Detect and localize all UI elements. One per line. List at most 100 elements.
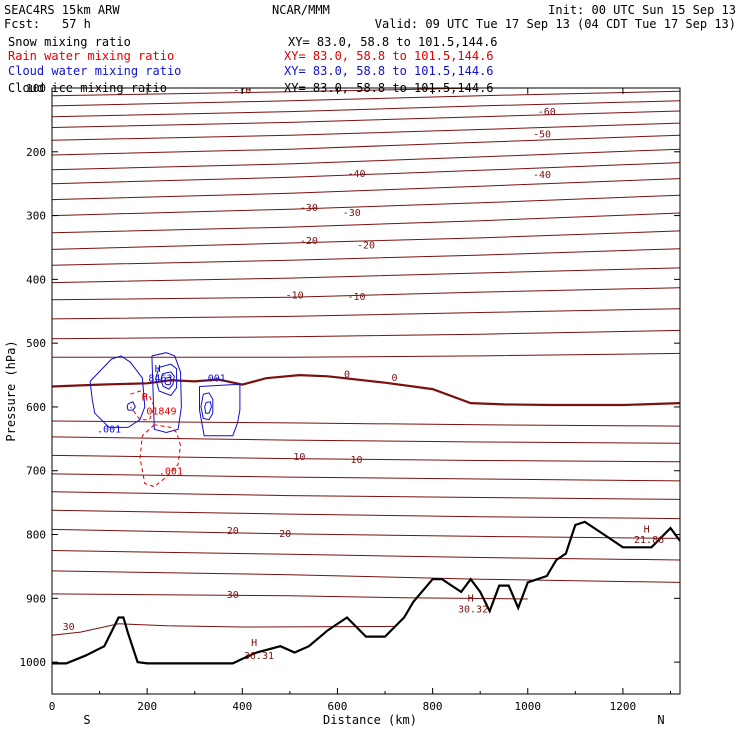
isotherm-label-14: -10 [286, 290, 304, 301]
cloud-water-contour-1 [151, 352, 182, 434]
x-tick-label-4: 800 [423, 700, 443, 713]
end-label-north: N [657, 713, 664, 727]
isotherm-label-3: -60 [538, 107, 556, 118]
annotation-6: .001 [159, 467, 183, 478]
x-tick-label-3: 600 [328, 700, 348, 713]
annotation-0: H [155, 364, 161, 375]
isotherm-line-11 [52, 230, 680, 250]
x-tick-label-6: 1200 [610, 700, 637, 713]
isotherm-line-25 [52, 550, 680, 561]
header: SEAC4RS 15km ARW NCAR/MMM Init: 00 UTC S… [4, 3, 736, 78]
y-tick-label-9: 1000 [20, 656, 47, 669]
model-title: SEAC4RS 15km ARW [4, 3, 120, 17]
valid-time: Valid: 09 UTC Tue 17 Sep 13 (04 CDT Tue … [375, 17, 736, 31]
y-tick-label-2: 300 [26, 210, 46, 223]
annotation-13: 0 [344, 370, 350, 381]
field-name-rain: Rain water mixing ratio [8, 49, 174, 63]
annotation-1: 8463 [148, 373, 172, 384]
cloud-water-contour-7 [204, 401, 212, 414]
annotation-19: H [468, 594, 474, 605]
annotation-17: H [251, 638, 257, 649]
isotherm-line-23 [52, 509, 680, 520]
rain-water-contours [130, 390, 182, 488]
isotherm-line-2 [52, 100, 680, 118]
isotherm-line-28 [52, 623, 395, 636]
annotation-4: H [142, 393, 148, 404]
field-xy-snow: XY= 83.0, 58.8 to 101.5,144.6 [288, 35, 498, 49]
zero-isotherm: 0 [52, 373, 680, 407]
annotation-15: 20 [227, 526, 239, 537]
y-tick-label-1: 200 [26, 146, 46, 159]
annotation-20: 30.32 [458, 604, 488, 615]
annotation-12: -10 [347, 292, 365, 303]
x-axis: 0 200 400 600 800 1000 1200 [49, 88, 671, 713]
x-tick-label-1: 200 [137, 700, 157, 713]
isotherm-line-15 [52, 308, 680, 320]
rain-contour-0 [139, 424, 182, 488]
isotherm-line-4 [52, 122, 680, 141]
field-name-snow: Snow mixing ratio [8, 35, 131, 49]
isotherm-line-18 [52, 420, 680, 427]
x-axis-label: Distance (km) [323, 713, 417, 727]
x-tick-label-5: 1000 [515, 700, 542, 713]
terrain-line [52, 520, 680, 665]
isotherm-line-5 [52, 134, 680, 156]
isotherm-line-6 [52, 148, 680, 171]
isotherm-label-24: 20 [279, 529, 291, 540]
zero-isotherm-label: 0 [392, 373, 398, 384]
isotherm-line-22 [52, 491, 680, 500]
annotation-21: H [644, 525, 650, 536]
cloud-water-contour-5 [163, 376, 172, 386]
field-xy-rain: XY= 83.0, 58.8 to 101.5,144.6 [284, 49, 494, 63]
isotherm-line-0 [52, 88, 503, 97]
plot-frame [51, 87, 681, 695]
cloud-water-contour-3 [155, 363, 178, 397]
org-label: NCAR/MMM [272, 3, 330, 17]
cloud-water-contours [89, 352, 241, 437]
y-tick-label-5: 600 [26, 401, 46, 414]
cloud-water-contour-8 [126, 401, 136, 411]
annotation-8: -70 [412, 81, 430, 92]
cloud-water-contour-4 [160, 371, 175, 390]
isotherm-line-21 [52, 473, 680, 482]
annotation-5: 01849 [146, 407, 176, 418]
annotation-22: 21.86 [634, 535, 664, 546]
isotherm-line-27 [52, 593, 528, 600]
field-name-cloud-water: Cloud water mixing ratio [8, 64, 181, 78]
isotherm-label-7: -40 [347, 169, 365, 180]
isotherm-line-24 [52, 528, 680, 539]
y-tick-label-3: 400 [26, 273, 46, 286]
isotherm-line-10 [52, 212, 680, 234]
isotherm-line-26 [52, 570, 680, 583]
init-time: Init: 00 UTC Sun 15 Sep 13 [548, 3, 736, 17]
isotherm-line-20 [52, 454, 680, 463]
x-tick-label-2: 400 [232, 700, 252, 713]
annotation-2: .001 [202, 373, 226, 384]
isotherm-line-16 [52, 329, 680, 340]
cloud-water-contour-2 [199, 384, 241, 437]
y-tick-label-8: 900 [26, 592, 46, 605]
y-tick-label-6: 700 [26, 465, 46, 478]
rain-contour-1 [130, 390, 155, 421]
isotherm-label-27: 30 [227, 590, 239, 601]
isotherm-line-14 [52, 287, 680, 301]
y-axis-label: Pressure (hPa) [4, 340, 18, 441]
annotation-10: -30 [343, 208, 361, 219]
isotherm-label-9: -30 [300, 203, 318, 214]
isotherm-line-8 [52, 178, 680, 201]
fcst-label: Fcst: [4, 17, 40, 31]
field-legend: Snow mixing ratio XY= 83.0, 58.8 to 101.… [8, 35, 498, 78]
isotherm-line-1 [52, 90, 680, 107]
isotherm-line-19 [52, 436, 680, 444]
isotherm-line-9 [52, 194, 680, 217]
zero-isotherm-line [52, 373, 680, 407]
x-tick-label-0: 0 [49, 700, 56, 713]
annotation-14: 10 [293, 452, 305, 463]
y-tick-label-0: 100 [26, 82, 46, 95]
annotation-18: 36.31 [244, 651, 274, 662]
